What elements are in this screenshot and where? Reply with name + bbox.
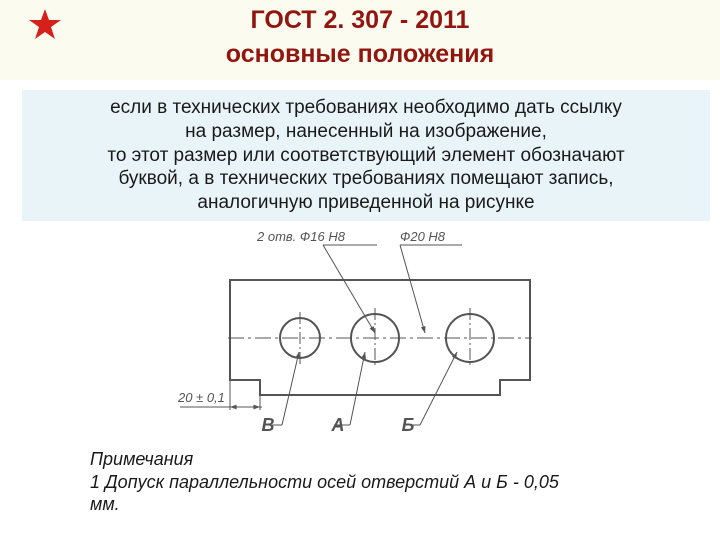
notes-block: Примечания 1 Допуск параллельности осей … — [90, 448, 650, 516]
svg-text:В: В — [262, 415, 275, 435]
notes-line2: мм. — [90, 494, 120, 514]
engineering-drawing: 2 отв. Ф16 Н8 Ф20 Н8 20 ± 0,1 В А Б — [150, 225, 570, 435]
svg-text:2 отв. Ф16 Н8: 2 отв. Ф16 Н8 — [256, 229, 346, 244]
svg-text:Б: Б — [402, 415, 415, 435]
svg-text:Ф20 Н8: Ф20 Н8 — [400, 229, 446, 244]
title-line-2: основные положения — [0, 40, 720, 69]
info-box: если в технических требованиях необходим… — [22, 90, 710, 221]
info-l5: аналогичную приведенной на рисунке — [197, 192, 534, 213]
notes-heading: Примечания — [90, 449, 193, 469]
notes-line1: 1 Допуск параллельности осей отверстий А… — [90, 472, 559, 492]
info-l2: на размер, нанесенный на изображение, — [185, 121, 547, 142]
svg-text:А: А — [331, 415, 345, 435]
info-l4: буквой, а в технических требованиях поме… — [118, 168, 613, 189]
info-l3: то этот размер или соответствующий элеме… — [107, 145, 624, 166]
title-line-1: ГОСТ 2. 307 - 2011 — [0, 6, 720, 35]
info-l1: если в технических требованиях необходим… — [110, 97, 622, 118]
svg-text:20 ± 0,1: 20 ± 0,1 — [177, 390, 225, 405]
